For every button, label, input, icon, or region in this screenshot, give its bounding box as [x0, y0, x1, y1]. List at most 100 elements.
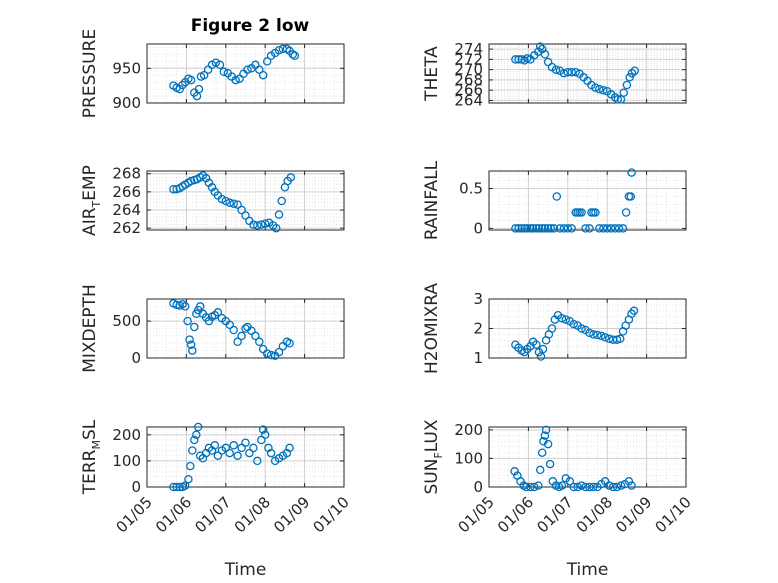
tick-marks [488, 44, 687, 103]
y-tick-label: 264 [454, 91, 483, 109]
data-point [285, 339, 294, 348]
data-point [618, 224, 628, 233]
data-point [608, 482, 618, 492]
data-point [186, 75, 196, 85]
axes-box [146, 426, 345, 488]
y-tick-label: 200 [454, 421, 483, 439]
data-point [565, 477, 575, 486]
y-axis-label-subscript: M [90, 440, 103, 450]
data-point [540, 431, 550, 440]
data-point [599, 85, 608, 95]
y-axis-label-main: TERR [80, 449, 100, 495]
data-point [622, 80, 632, 90]
data-point [557, 313, 567, 323]
data-point [255, 65, 264, 74]
data-series [169, 44, 300, 101]
data-point [511, 55, 520, 64]
data-point [257, 220, 266, 229]
y-tick-label: 0 [473, 219, 483, 237]
data-point [194, 84, 204, 94]
y-tick-label: 100 [454, 449, 483, 467]
data-point [543, 224, 553, 233]
y-tick-label: 270 [454, 61, 483, 79]
data-point [260, 219, 270, 228]
data-point [211, 58, 221, 67]
data-point [237, 205, 246, 215]
data-point [266, 350, 276, 360]
data-point [260, 430, 270, 440]
data-point [274, 45, 284, 55]
data-point [545, 459, 555, 469]
data-point [625, 73, 634, 82]
y-tick-label: 900 [112, 94, 141, 112]
data-point [543, 439, 553, 449]
data-point [569, 482, 578, 492]
data-point [595, 84, 604, 94]
data-point [253, 221, 262, 230]
data-point [245, 448, 254, 458]
data-point [535, 42, 545, 51]
y-axis-label-rest: LUX [422, 419, 442, 452]
data-point [207, 183, 217, 192]
y-tick-label: 0 [131, 478, 141, 496]
major-grid [488, 44, 687, 103]
data-point [233, 451, 242, 460]
data-series [169, 171, 296, 233]
data-point [593, 330, 602, 340]
subplot-mixdepth: 0 500 MIXDEPTH [80, 284, 345, 373]
data-point [630, 66, 640, 75]
y-axis-label-rest: EMP [80, 165, 100, 201]
y-axis-label: H2OMIXRA [422, 283, 442, 374]
data-point [274, 210, 284, 219]
data-point [262, 349, 272, 358]
data-point [215, 60, 225, 70]
data-point [225, 320, 234, 330]
data-point [567, 67, 576, 77]
subplot-rainfall: 0 0.5 RAINFALL [422, 160, 687, 240]
data-series [169, 422, 294, 492]
data-series [169, 299, 294, 361]
data-point [581, 224, 590, 233]
data-point [532, 224, 541, 233]
data-point [188, 446, 197, 455]
data-point [616, 481, 626, 490]
data-point [600, 333, 610, 342]
data-point [615, 334, 625, 344]
data-point [219, 67, 229, 77]
minor-grid [489, 171, 686, 230]
y-axis-label: MIXDEPTH [80, 284, 100, 373]
data-point [231, 75, 240, 85]
data-point [199, 70, 209, 80]
data-point [221, 196, 231, 206]
tick-marks [488, 298, 687, 359]
data-point [188, 346, 197, 355]
data-series [511, 42, 640, 104]
data-point [627, 168, 636, 177]
data-point [606, 224, 616, 233]
y-tick-label: 274 [454, 40, 483, 58]
data-point [536, 352, 546, 361]
data-point [180, 302, 190, 311]
data-point [241, 438, 250, 447]
y-axis-label: TERRMSL [80, 419, 103, 495]
data-point [534, 224, 544, 233]
data-point [532, 340, 541, 349]
y-tick-label: 950 [112, 59, 141, 77]
data-point [627, 481, 636, 490]
data-point [274, 347, 284, 357]
data-point [535, 465, 545, 475]
data-point [514, 55, 523, 64]
data-point [186, 461, 195, 471]
y-axis-label-subscript: T [90, 200, 103, 208]
axes-box [146, 298, 345, 359]
data-point [229, 199, 238, 208]
data-point [192, 430, 201, 440]
data-point [290, 51, 300, 61]
data-point [540, 50, 550, 59]
data-point [534, 481, 543, 490]
data-point [233, 337, 242, 347]
data-point [557, 481, 567, 490]
y-tick-label: 268 [454, 71, 483, 89]
